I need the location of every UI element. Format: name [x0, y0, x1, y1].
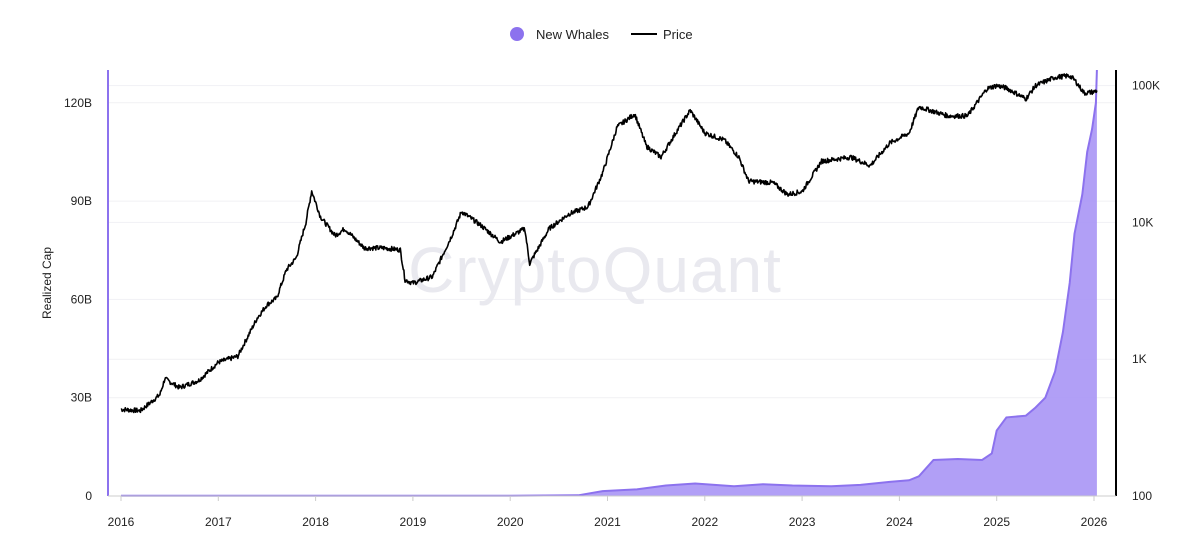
legend-item-new-whales[interactable]: New Whales: [510, 27, 609, 42]
price-line: [120, 73, 1098, 414]
x-tick-label: 2016: [108, 515, 135, 529]
left-tick-label: 0: [85, 489, 92, 503]
legend-swatch-new-whales: [510, 27, 524, 41]
x-tick-label: 2022: [691, 515, 718, 529]
new-whales-area-layer: [121, 69, 1098, 497]
x-tick-label: 2026: [1081, 515, 1108, 529]
left-axis-ticks: 0 30B 60B 90B 120B: [64, 96, 92, 503]
x-tick-label: 2021: [594, 515, 621, 529]
right-tick-label: 100: [1132, 489, 1152, 503]
x-tick-label: 2018: [302, 515, 329, 529]
left-tick-label: 30B: [71, 391, 92, 405]
left-tick-label: 60B: [71, 292, 92, 306]
x-tick-label: 2019: [400, 515, 427, 529]
x-tick-label: 2025: [983, 515, 1010, 529]
legend-label-price: Price: [663, 27, 693, 42]
left-axis-label: Realized Cap: [40, 247, 54, 319]
x-tick-label: 2020: [497, 515, 524, 529]
price-line-layer: [120, 73, 1098, 414]
legend: New Whales Price: [510, 27, 693, 42]
right-axis-ticks: 100 1K 10K 100K: [1132, 79, 1160, 503]
new-whales-area-edge: [121, 69, 1098, 497]
legend-item-price[interactable]: Price: [631, 27, 693, 42]
right-tick-label: 100K: [1132, 79, 1160, 93]
right-tick-label: 10K: [1132, 215, 1153, 229]
left-tick-label: 90B: [71, 194, 92, 208]
x-axis-ticks: 2016 2017 2018 2019 2020 2021 2022 2023 2024 2025…: [108, 496, 1108, 529]
new-whales-area: [121, 70, 1097, 496]
legend-label-new-whales: New Whales: [536, 27, 609, 42]
x-tick-label: 2017: [205, 515, 232, 529]
x-tick-label: 2023: [789, 515, 816, 529]
x-tick-label: 2024: [886, 515, 913, 529]
watermark: CryptoQuant: [408, 234, 782, 306]
right-tick-label: 1K: [1132, 352, 1147, 366]
left-tick-label: 120B: [64, 96, 92, 110]
